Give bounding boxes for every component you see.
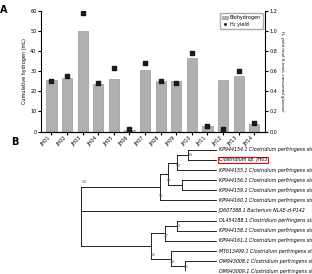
Text: Clostridium sp. JH03: Clostridium sp. JH03 xyxy=(219,158,267,162)
Text: MT613499.1 Clostridium perfringens strain 3116: MT613499.1 Clostridium perfringens strai… xyxy=(219,249,312,253)
Text: KP944158.1 Clostridium perfringens strain 18115: KP944158.1 Clostridium perfringens strai… xyxy=(219,228,312,233)
Text: KP944159.1 Clostridium perfringens strain 1312-12113: KP944159.1 Clostridium perfringens strai… xyxy=(219,188,312,193)
Text: B: B xyxy=(11,137,18,147)
Text: 53: 53 xyxy=(150,253,155,256)
Bar xyxy=(78,31,88,132)
Point xyxy=(236,69,241,73)
Point xyxy=(252,121,257,126)
Text: KP944161.1 Clostridium perfringens strain 1209-20141c: KP944161.1 Clostridium perfringens strai… xyxy=(219,238,312,243)
Point xyxy=(80,11,85,15)
Point xyxy=(189,51,194,55)
Point xyxy=(65,74,70,78)
Point xyxy=(221,126,226,131)
Point xyxy=(96,81,101,85)
Text: 24: 24 xyxy=(81,180,86,184)
Bar xyxy=(62,78,72,132)
Point xyxy=(127,126,132,131)
Point xyxy=(205,124,210,129)
Bar xyxy=(93,84,103,132)
Text: 55: 55 xyxy=(159,195,163,198)
Point xyxy=(174,81,179,85)
Text: 84: 84 xyxy=(188,153,193,157)
Bar xyxy=(171,81,181,132)
Text: OM943008.1 Clostridium perfringens strain Dg15: OM943008.1 Clostridium perfringens strai… xyxy=(219,259,312,264)
Point xyxy=(49,79,54,84)
Text: OL454188.1 Clostridium perfringens strain ZP28: OL454188.1 Clostridium perfringens strai… xyxy=(219,218,312,223)
Bar xyxy=(46,80,56,132)
Y-axis label: H₂ yield (mol H₂/mol₆ consumed glucose): H₂ yield (mol H₂/mol₆ consumed glucose) xyxy=(280,31,284,112)
Bar xyxy=(124,130,134,132)
Bar xyxy=(109,79,119,132)
Bar xyxy=(218,80,228,132)
Text: KP944156.1 Clostridium perfringens strain W16013C2: KP944156.1 Clostridium perfringens strai… xyxy=(219,178,312,183)
Point xyxy=(111,66,116,70)
Bar xyxy=(249,124,259,132)
Bar xyxy=(140,70,150,132)
Text: KP944160.1 Clostridium perfringens strain W16-2a: KP944160.1 Clostridium perfringens strai… xyxy=(219,198,312,203)
Bar xyxy=(187,58,197,132)
Y-axis label: Cumulative hydrogen (mL): Cumulative hydrogen (mL) xyxy=(22,38,27,104)
Bar xyxy=(156,81,166,132)
Point xyxy=(158,79,163,84)
Text: OM943009.1 Clostridium perfringens strain Dg16: OM943009.1 Clostridium perfringens strai… xyxy=(219,269,312,274)
Bar xyxy=(202,127,212,132)
Text: 57: 57 xyxy=(167,179,172,183)
Text: JQ607388.1 Bacterium NLAE-zl-P142: JQ607388.1 Bacterium NLAE-zl-P142 xyxy=(219,208,305,213)
Text: A: A xyxy=(0,5,7,15)
Bar xyxy=(234,76,244,132)
Text: KP944155.1 Clostridium perfringens strain W16-2: KP944155.1 Clostridium perfringens strai… xyxy=(219,168,312,173)
Text: 40: 40 xyxy=(175,224,181,228)
Text: 47: 47 xyxy=(164,234,169,238)
Legend: Biohydrogen, H₂ yield: Biohydrogen, H₂ yield xyxy=(220,13,263,29)
Text: 58: 58 xyxy=(176,164,180,167)
Text: KP944154.1 Clostridium perfringens strain 1208-13220: KP944154.1 Clostridium perfringens strai… xyxy=(219,147,312,152)
Text: 60: 60 xyxy=(183,265,188,269)
Text: 48: 48 xyxy=(169,260,174,264)
Point xyxy=(143,61,148,65)
